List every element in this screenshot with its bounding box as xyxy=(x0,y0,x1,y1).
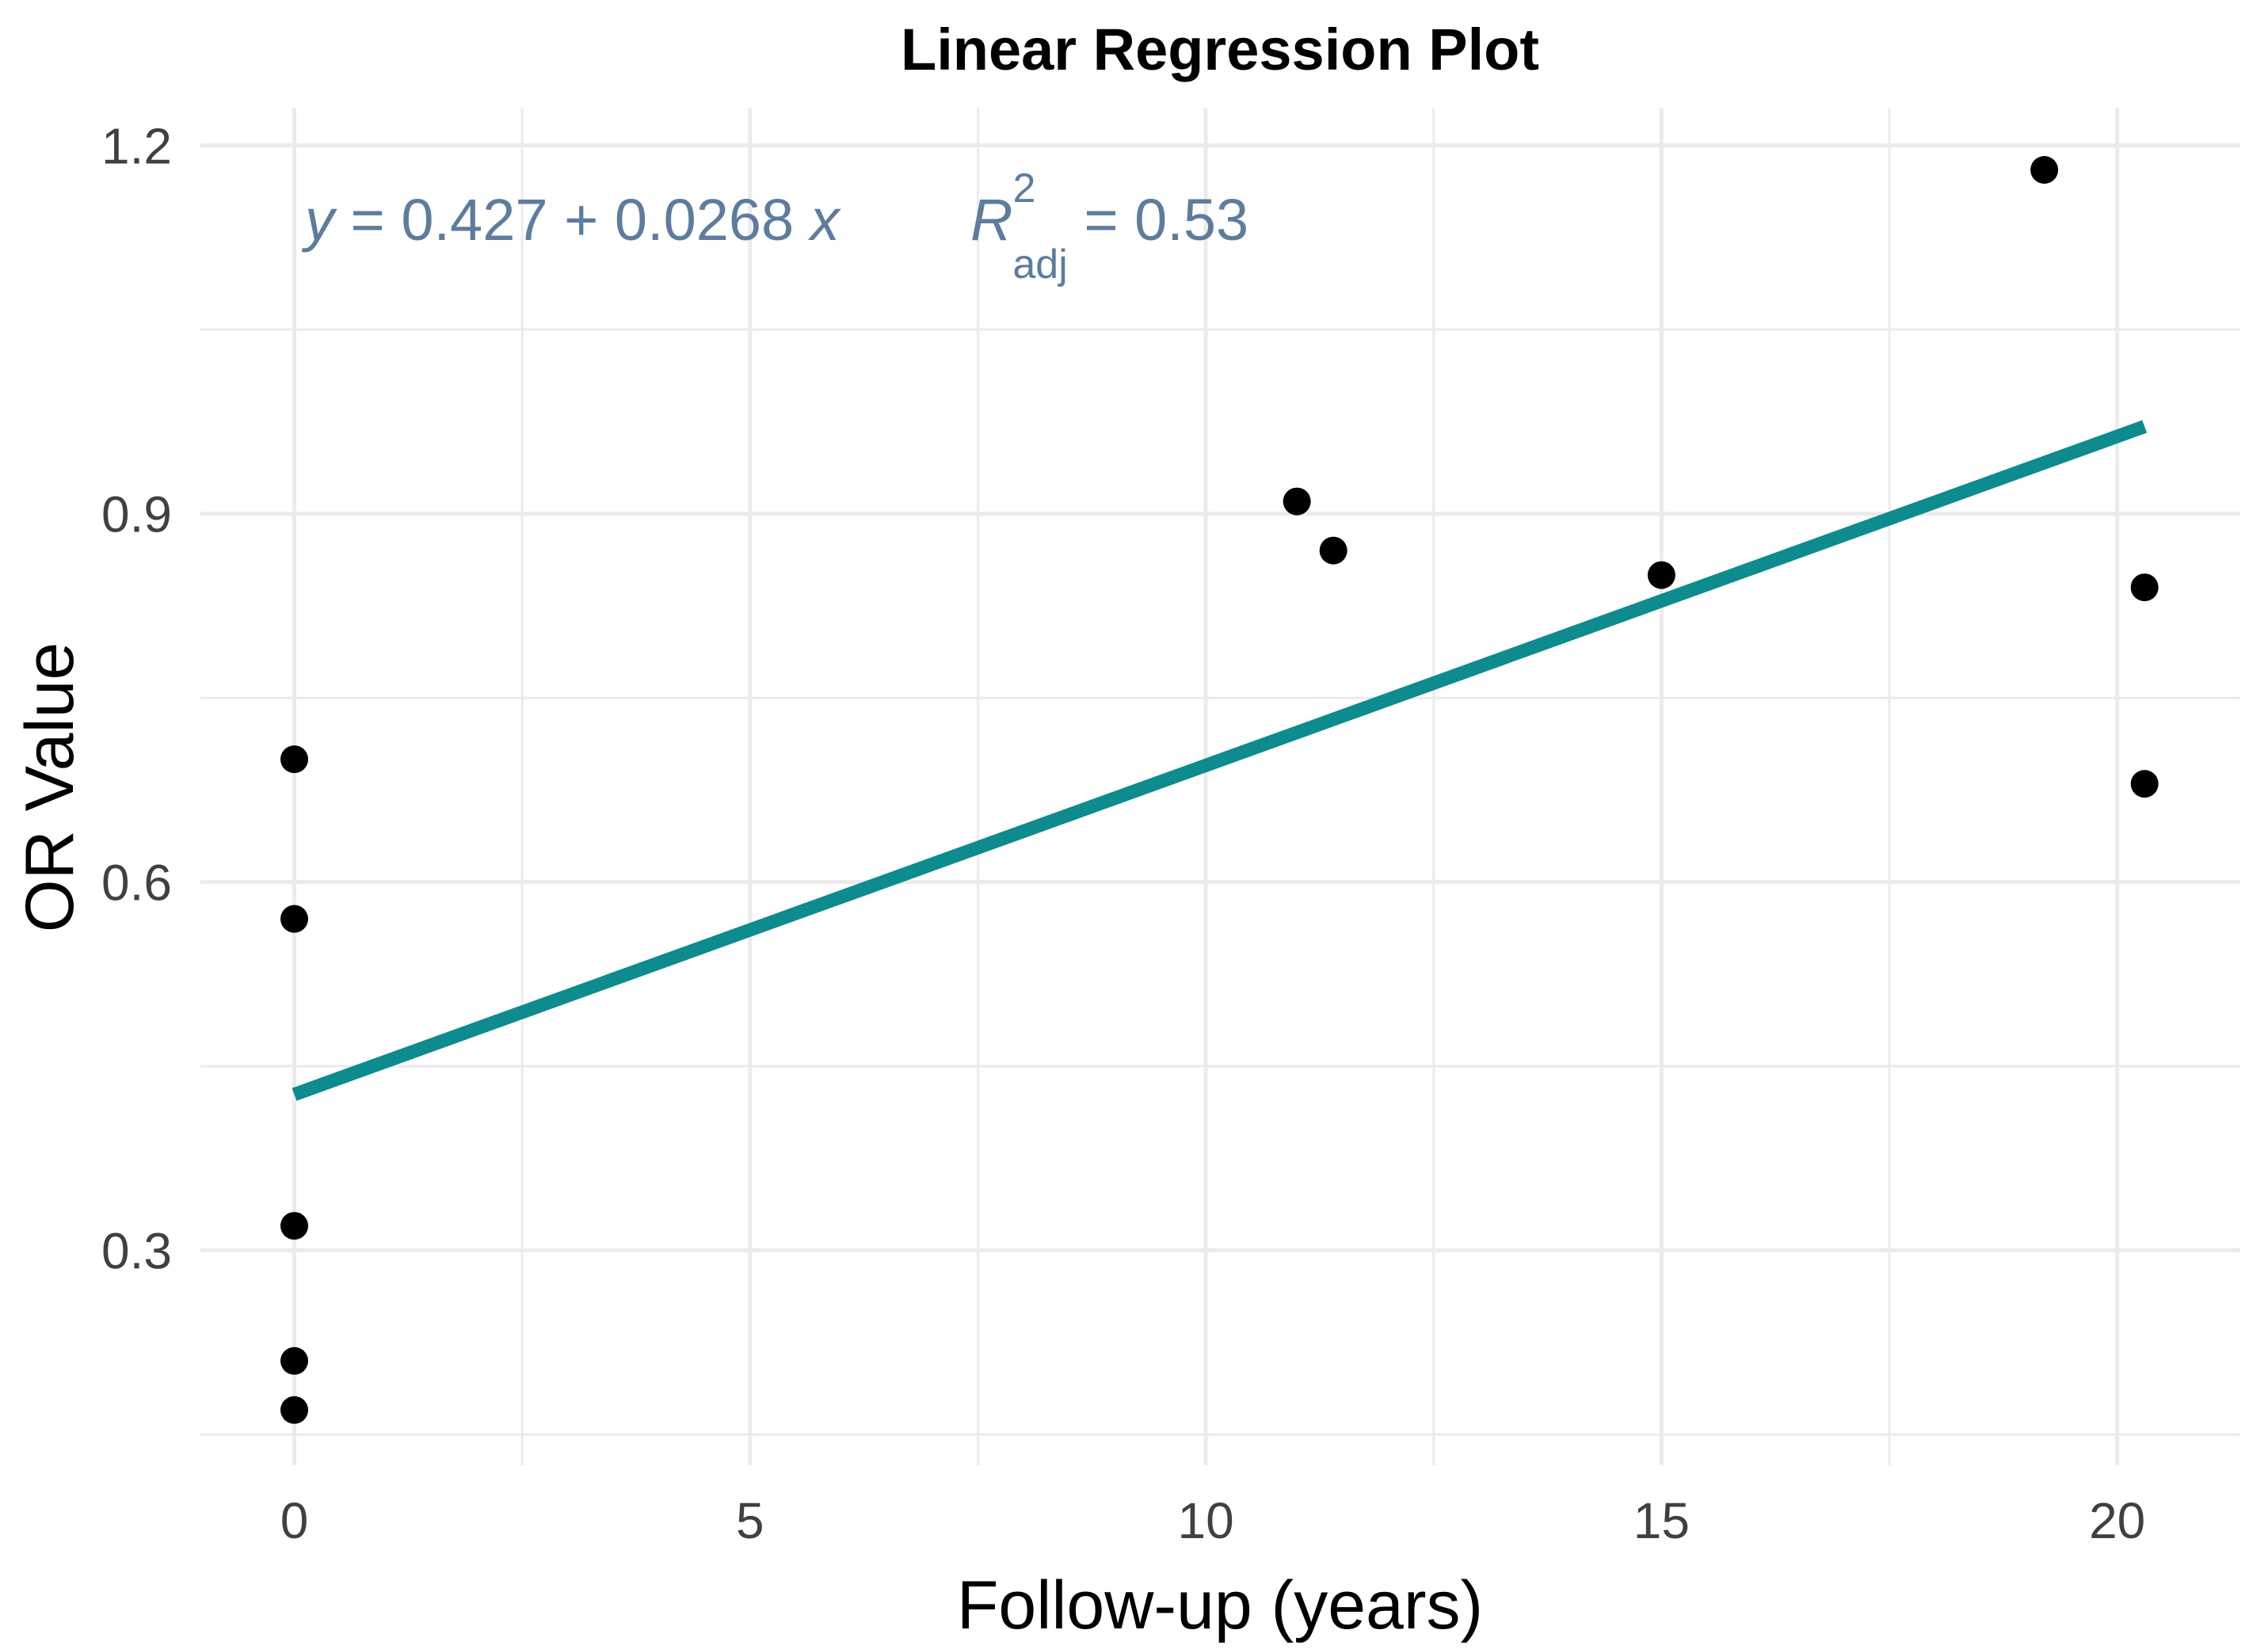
scatter-point xyxy=(280,1346,309,1375)
equation-x-variable: x xyxy=(808,187,842,253)
scatter-point xyxy=(1283,487,1311,516)
r-squared-value: = 0.53 xyxy=(1068,187,1248,253)
r-squared-annotation: R2 adj = 0.53 xyxy=(970,166,1248,288)
regression-line xyxy=(292,420,2148,1101)
r-squared-symbol: R xyxy=(970,187,1012,253)
scatter-point xyxy=(280,745,309,774)
scatter-point xyxy=(280,904,309,933)
x-tick-label: 15 xyxy=(1633,1492,1690,1549)
x-axis-title: Follow-up (years) xyxy=(957,1567,1483,1643)
scatter-point xyxy=(280,1212,309,1240)
x-tick-label: 5 xyxy=(736,1492,764,1549)
data-layer xyxy=(280,156,2159,1424)
scatter-point xyxy=(2130,770,2159,798)
x-tick-label: 10 xyxy=(1177,1492,1233,1549)
chart-title: Linear Regression Plot xyxy=(901,17,1539,82)
x-tick-label: 20 xyxy=(2089,1492,2145,1549)
scatter-point xyxy=(280,1396,309,1424)
axis-tick-labels-layer: 0 5 10 15 20 0.3 0.6 0.9 1.2 xyxy=(101,118,2145,1549)
x-tick-label: 0 xyxy=(280,1492,309,1549)
equation-y-variable: y xyxy=(301,187,337,253)
r-squared-subscript: adj xyxy=(1012,242,1067,288)
y-tick-label: 1.2 xyxy=(101,118,172,175)
r-squared-superscript: 2 xyxy=(1012,166,1035,211)
scatter-point xyxy=(2130,573,2159,602)
scatter-point xyxy=(2030,156,2059,185)
y-tick-label: 0.6 xyxy=(101,855,172,912)
equation-body: = 0.427 + 0.0268 xyxy=(334,187,810,253)
y-tick-label: 0.9 xyxy=(101,486,172,543)
scatter-point xyxy=(1319,536,1347,565)
regression-equation-text: y = 0.427 + 0.0268 x xyxy=(301,187,842,253)
gridlines-layer xyxy=(200,109,2240,1465)
scatter-point xyxy=(1647,561,1675,589)
y-tick-label: 0.3 xyxy=(101,1223,172,1280)
y-axis-title: OR Value xyxy=(12,642,88,932)
